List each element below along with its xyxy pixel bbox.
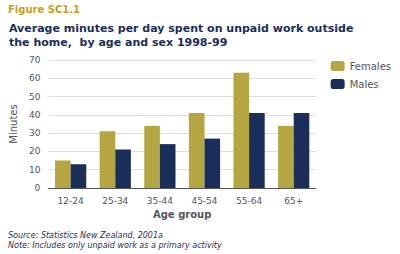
svg-text:20: 20 xyxy=(29,146,41,156)
svg-text:0: 0 xyxy=(35,183,41,193)
svg-text:10: 10 xyxy=(29,165,41,175)
svg-text:Females: Females xyxy=(350,61,391,72)
svg-text:Note: Includes only unpaid wor: Note: Includes only unpaid work as a pri… xyxy=(8,241,222,250)
svg-text:65+: 65+ xyxy=(284,196,303,206)
svg-text:60: 60 xyxy=(29,73,41,83)
svg-text:50: 50 xyxy=(29,92,41,102)
svg-text:Average minutes per day spent: Average minutes per day spent on unpaid … xyxy=(9,22,353,35)
svg-text:45-54: 45-54 xyxy=(191,196,217,206)
svg-text:55-64: 55-64 xyxy=(236,196,262,206)
svg-text:Males: Males xyxy=(350,79,379,90)
svg-text:40: 40 xyxy=(29,110,41,120)
svg-text:12-24: 12-24 xyxy=(58,196,84,206)
svg-text:Age group: Age group xyxy=(153,209,211,220)
svg-text:Minutes: Minutes xyxy=(8,104,19,143)
svg-text:30: 30 xyxy=(29,128,41,138)
svg-text:the home, by age and sex 1998: the home, by age and sex 1998-99 xyxy=(9,36,227,49)
svg-text:70: 70 xyxy=(29,55,41,65)
svg-text:35-44: 35-44 xyxy=(147,196,173,206)
svg-text:Figure SC1.1: Figure SC1.1 xyxy=(8,4,80,15)
svg-text:25-34: 25-34 xyxy=(102,196,128,206)
svg-text:Source: Statistics New Zealand: Source: Statistics New Zealand, 2001a xyxy=(8,231,163,240)
